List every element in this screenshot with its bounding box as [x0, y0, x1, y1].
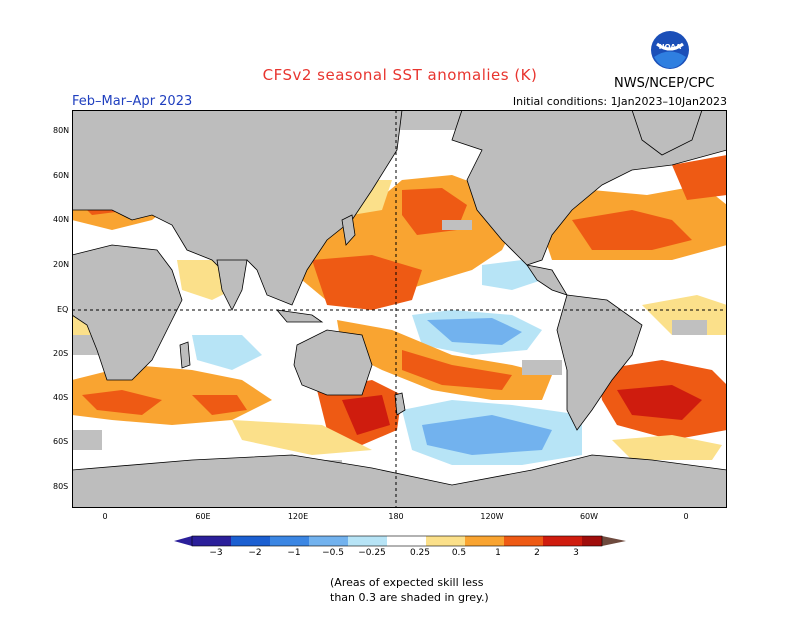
- lon-label-60w: 60W: [579, 512, 599, 521]
- colorbar-tick: −3: [209, 548, 223, 558]
- forecast-period: Feb–Mar–Apr 2023: [72, 94, 193, 109]
- colorbar-segment: [192, 536, 231, 546]
- madagascar-landmass: [179, 341, 191, 369]
- lat-label-40n: 40N: [53, 215, 70, 224]
- noaa-logo-icon: NOAA: [651, 31, 689, 69]
- lat-label-80s: 80S: [53, 482, 69, 491]
- colorbar-tick: −2: [248, 548, 262, 558]
- central-america-landmass: [526, 264, 568, 296]
- initial-conditions: Initial conditions: 1Jan2023–10Jan2023: [512, 95, 727, 108]
- colorbar-segment: [309, 536, 348, 546]
- colorbar-segment: [270, 536, 309, 546]
- logo-text: NOAA: [659, 43, 682, 51]
- colorbar: [174, 535, 626, 547]
- new-zealand-landmass: [394, 392, 406, 416]
- colorbar-segment: [426, 536, 465, 546]
- landmasses: [72, 110, 727, 508]
- lat-label-60n: 60N: [53, 171, 70, 180]
- colorbar-segment: [582, 536, 602, 546]
- colorbar-segment: [348, 536, 387, 546]
- greenland-landmass: [631, 110, 703, 156]
- lon-label-120w: 120W: [480, 512, 504, 521]
- lat-label-20s: 20S: [53, 349, 69, 358]
- lat-label-40s: 40S: [53, 393, 69, 402]
- lat-label-60s: 60S: [53, 437, 69, 446]
- colorbar-tick: 0.25: [409, 548, 431, 558]
- colorbar-tick: −0.5: [322, 548, 344, 558]
- indonesia-landmass: [276, 309, 324, 323]
- agency-label: NWS/NCEP/CPC: [614, 76, 715, 91]
- australia-landmass: [293, 329, 373, 396]
- colorbar-segment: [543, 536, 582, 546]
- colorbar-tick: 0.5: [451, 548, 467, 558]
- colorbar-segment: [231, 536, 270, 546]
- lon-label-60e: 60E: [195, 512, 211, 521]
- colorbar-segment: [504, 536, 543, 546]
- antarctica-landmass: [72, 454, 727, 508]
- india-landmass: [216, 259, 248, 311]
- eurasia-landmass: [72, 110, 403, 306]
- lon-label-120e: 120E: [287, 512, 309, 521]
- colorbar-arrow-right: [602, 536, 626, 546]
- footnote-line-2: than 0.3 are shaded in grey.): [330, 591, 489, 604]
- lon-label-0: 0: [102, 512, 108, 521]
- colorbar-tick: −1: [287, 548, 301, 558]
- colorbar-tick: −0.25: [358, 548, 386, 558]
- skill-footnote: (Areas of expected skill less than 0.3 a…: [330, 575, 570, 605]
- lon-label-0-east: 0: [683, 512, 689, 521]
- colorbar-tick: 3: [573, 548, 579, 558]
- lat-label-eq: EQ: [57, 305, 69, 314]
- map-title: CFSv2 seasonal SST anomalies (K): [262, 66, 538, 84]
- africa-landmass: [72, 244, 183, 381]
- lat-label-80n: 80N: [53, 126, 70, 135]
- japan-landmass: [341, 214, 356, 246]
- colorbar-tick: 2: [534, 548, 540, 558]
- south-america-landmass: [556, 294, 643, 431]
- lat-label-20n: 20N: [53, 260, 70, 269]
- lon-label-180: 180: [388, 512, 404, 521]
- colorbar-outline: [191, 535, 603, 547]
- colorbar-segment: [387, 536, 426, 546]
- colorbar-segment: [465, 536, 504, 546]
- footnote-line-1: (Areas of expected skill less: [330, 576, 484, 589]
- colorbar-tick: 1: [495, 548, 501, 558]
- map-frame: [72, 110, 727, 508]
- sst-anomaly-map: [72, 110, 727, 508]
- colorbar-arrow-left: [174, 536, 192, 546]
